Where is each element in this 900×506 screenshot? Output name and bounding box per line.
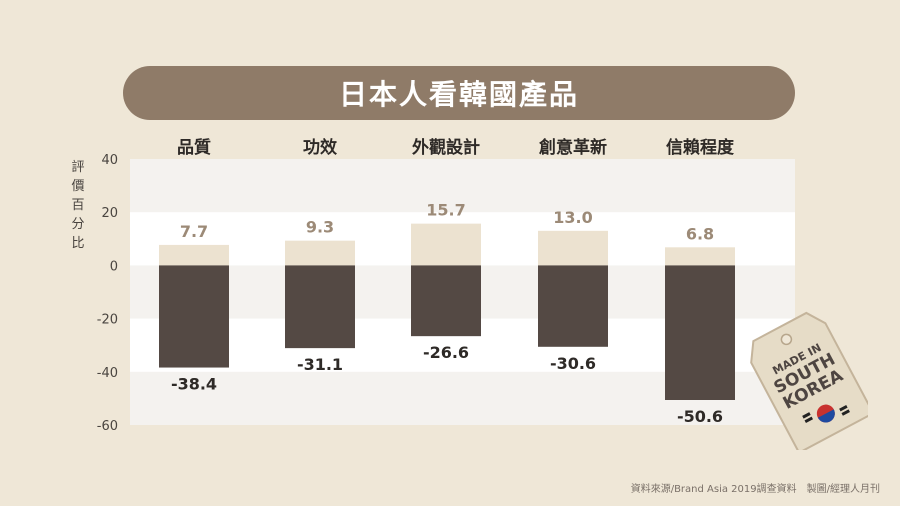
bar-negative [159,265,229,368]
title-banner: 日本人看韓國產品 [123,66,795,120]
data-label-positive: 6.8 [686,224,714,243]
y-axis-label: 評 價 百 分 比 [70,158,86,253]
bar-negative [665,265,735,400]
category-label-trust: 信賴程度 [666,138,734,158]
category-label-design: 外觀設計 [412,138,480,158]
y-axis-label-char: 分 [71,217,85,232]
bar-negative [538,265,608,347]
data-label-positive: 13.0 [553,208,592,227]
data-label-negative: -30.6 [550,354,596,373]
data-label-negative: -38.4 [171,375,217,394]
category-label-quality: 品質 [177,138,211,158]
made-in-korea-tag: MADE IN SOUTH KOREA [750,311,868,450]
category-label-efficacy: 功效 [303,138,337,158]
bar-positive [285,240,355,266]
data-label-negative: -50.6 [677,407,723,426]
y-tick-label: 40 [101,153,118,168]
bar-negative [411,265,481,337]
data-label-positive: 9.3 [306,218,334,237]
source-note: 資料來源/Brand Asia 2019調查資料 製圖/經理人月刊 [630,484,880,495]
data-label-positive: 7.7 [180,222,208,241]
data-label-positive: 15.7 [426,201,465,220]
data-label-negative: -26.6 [423,343,469,362]
y-axis-label-char: 價 [71,179,85,194]
y-tick-label: -60 [97,419,118,434]
y-axis-label-char: 百 [71,198,85,213]
y-tick-label: 0 [110,259,118,274]
south-korea-flag-icon [802,404,850,423]
bar-positive [411,223,481,266]
y-tick-label: 20 [101,206,118,221]
y-axis-label-char: 評 [71,160,85,175]
y-axis-label-char: 比 [71,236,85,251]
bar-positive [159,244,229,266]
chart-title: 日本人看韓國產品 [338,78,579,111]
category-label-innovation: 創意革新 [539,138,607,158]
bar-negative [285,265,355,349]
bar-positive [538,230,608,266]
grid-band [130,159,795,213]
y-tick-label: -40 [97,366,118,381]
data-label-negative: -31.1 [297,355,343,374]
bar-positive [665,247,735,266]
y-tick-label: -20 [97,313,118,328]
